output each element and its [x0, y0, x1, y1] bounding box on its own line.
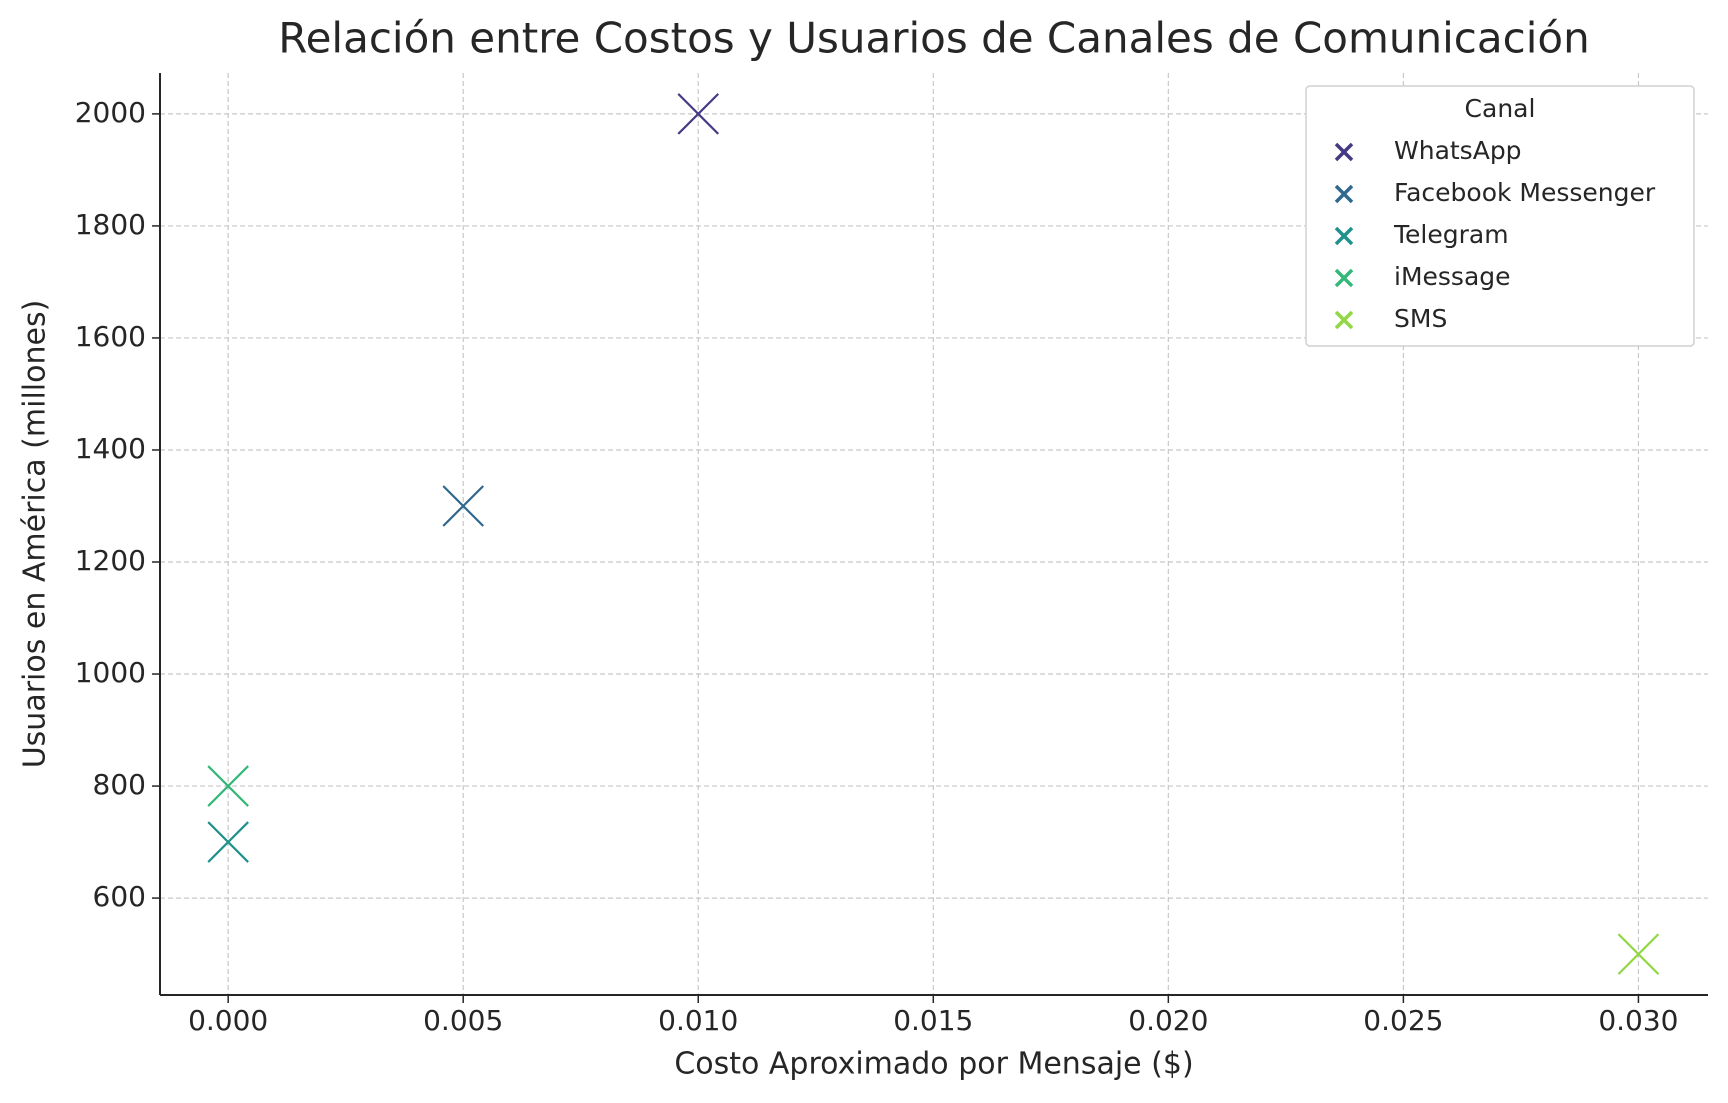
point: [207, 821, 249, 863]
legend-marker: [1334, 268, 1354, 288]
legend-marker: [1334, 226, 1354, 246]
x-tick-label: 0.005: [423, 1004, 503, 1037]
x-tick-label: 0.030: [1598, 1004, 1678, 1037]
legend-title: Canal: [1465, 94, 1536, 123]
legend-label: WhatsApp: [1394, 136, 1522, 165]
x-tick-label: 0.020: [1128, 1004, 1208, 1037]
point: [442, 485, 484, 527]
x-tick-label: 0.025: [1363, 1004, 1443, 1037]
x-axis-label: Costo Aproximado por Mensaje ($): [674, 1047, 1193, 1082]
y-tick-label: 800: [93, 768, 146, 801]
point: [1617, 933, 1660, 975]
legend-label: SMS: [1394, 304, 1447, 333]
legend-label: Telegram: [1393, 220, 1509, 249]
point: [207, 765, 249, 807]
chart-title: Relación entre Costos y Usuarios de Cana…: [278, 14, 1589, 63]
legend-marker: [1334, 142, 1354, 162]
y-tick-label: 2000: [75, 96, 146, 129]
legend-marker: [1334, 310, 1354, 330]
y-tick-label: 1600: [75, 320, 146, 353]
legend-marker: [1334, 184, 1354, 204]
x-tick-label: 0.015: [893, 1004, 973, 1037]
y-tick-label: 1800: [75, 208, 146, 241]
y-tick-label: 1400: [75, 432, 146, 465]
y-tick-label: 1000: [75, 656, 146, 689]
point: [677, 93, 720, 135]
y-axis-label: Usuarios en América (millones): [18, 300, 53, 769]
x-tick-label: 0.010: [658, 1004, 738, 1037]
legend-label: Facebook Messenger: [1394, 178, 1656, 207]
legend-box: [1305, 85, 1695, 347]
legend-label: iMessage: [1394, 262, 1511, 291]
y-tick-label: 600: [93, 880, 146, 913]
x-tick-label: 0.000: [188, 1004, 268, 1037]
y-tick-label: 1200: [75, 544, 146, 577]
